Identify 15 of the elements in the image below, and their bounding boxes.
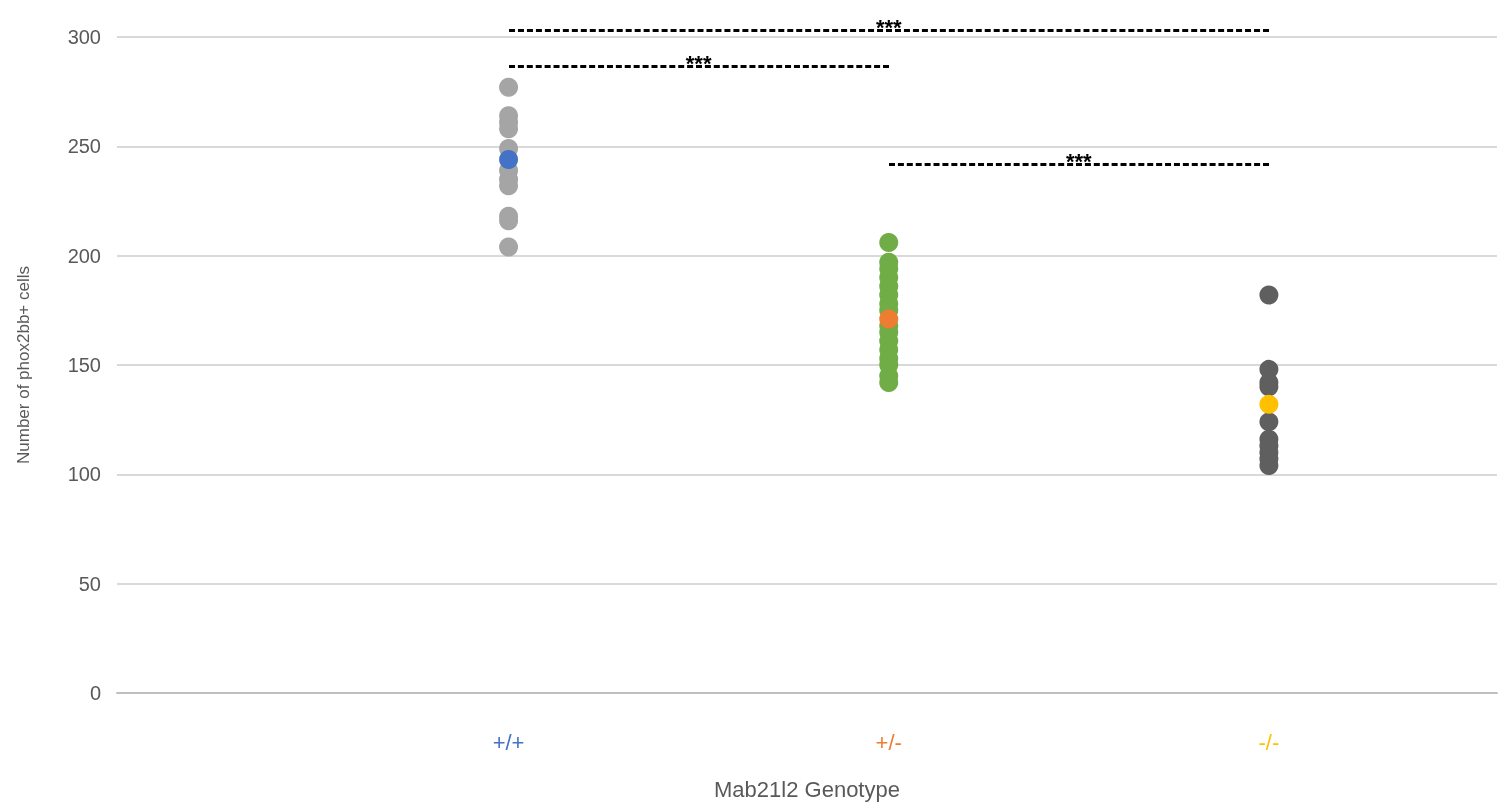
x-tick-label: +/+ xyxy=(492,729,525,755)
y-tick-label: 200 xyxy=(67,244,101,267)
y-tick-label: 250 xyxy=(67,135,101,158)
y-axis-title: Number of phox2bb+ cells xyxy=(14,266,33,464)
x-tick-label: -/- xyxy=(1258,729,1280,755)
x-axis-title: Mab21l2 Genotype xyxy=(714,776,900,802)
y-tick-label: 100 xyxy=(67,463,101,486)
annotation: *** xyxy=(1065,148,1092,175)
annotation: *** xyxy=(875,15,902,41)
y-tick-label: 50 xyxy=(78,572,101,595)
y-tick-label: 150 xyxy=(67,354,101,376)
y-tick-label: 300 xyxy=(67,26,101,48)
y-tick-label: 0 xyxy=(89,682,101,704)
annotation: *** xyxy=(685,51,712,77)
x-tick-label: +/- xyxy=(875,729,902,755)
